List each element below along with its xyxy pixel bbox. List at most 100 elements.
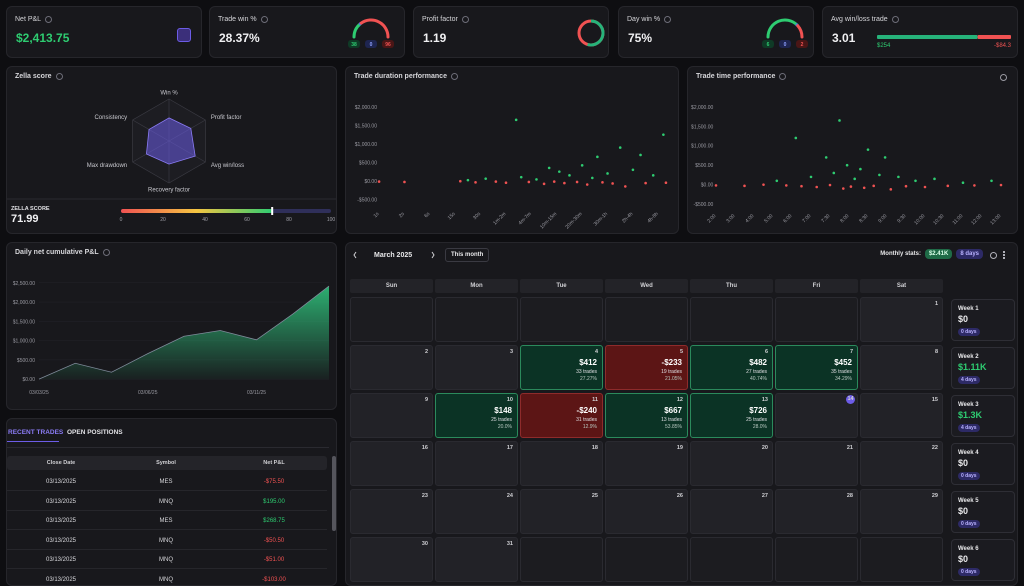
week-label: Week 5 (958, 498, 979, 504)
stats-days: 8 days (956, 249, 983, 259)
x-tick-label: 4:00 (744, 213, 755, 224)
tab[interactable]: OPEN POSITIONS (67, 429, 123, 436)
point (775, 179, 779, 183)
day-cell: 6 $482 27 trades 40.74% (690, 345, 773, 390)
y-tick-label: $500.00 (359, 160, 377, 166)
settings-icon[interactable] (1000, 74, 1007, 81)
point (990, 179, 993, 183)
day-pnl: -$240 (576, 406, 597, 415)
score-value: 71.99 (11, 213, 39, 225)
point (762, 183, 765, 186)
gauge-arc (796, 24, 804, 39)
point (853, 177, 856, 181)
point (644, 181, 647, 185)
point (809, 175, 813, 179)
row-divider (7, 548, 327, 550)
y-tick-label: $1,000.00 (691, 144, 713, 150)
point (815, 185, 818, 189)
cell: MNQ (159, 498, 173, 505)
radar-label: Profit factor (211, 115, 242, 121)
x-tick-label: 30m-1h (593, 211, 609, 227)
x-tick-label: 6:00 (782, 213, 793, 224)
point (714, 184, 718, 187)
day-number: 9 (424, 397, 428, 403)
x-tick-label: 10m-15m (539, 211, 558, 230)
day-number: 15 (931, 397, 938, 403)
calendar-card: March 2025 This month Monthly stats: $2.41K… (345, 242, 1018, 586)
icon[interactable] (177, 28, 191, 42)
day-cell: 17 (435, 441, 518, 486)
x-tick-label: 10:30 (932, 213, 945, 226)
scale-tick-label: 60 (244, 217, 250, 223)
score-label: ZELLA SCORE (11, 206, 50, 212)
y-tick-label: $2,000.00 (691, 105, 713, 111)
tab[interactable]: RECENT TRADES (8, 429, 64, 436)
day-rate: 21.05% (665, 376, 682, 382)
weekday-header: Tue (520, 279, 603, 293)
day-number: 27 (761, 493, 768, 499)
week-value: $1.11K (958, 362, 987, 372)
table-header-bg (7, 456, 327, 470)
day-cell: 2 (350, 345, 433, 390)
point (872, 184, 875, 188)
point (585, 183, 589, 186)
scale-tick-label: 100 (327, 217, 336, 223)
x-tick-label: 03/06/25 (138, 390, 158, 396)
chevron[interactable] (431, 251, 435, 259)
week-label: Week 4 (958, 450, 979, 456)
point (466, 178, 470, 182)
point (785, 184, 788, 187)
weekday-header: Sun (350, 279, 433, 293)
radar-label: Max drawdown (87, 163, 127, 169)
x-tick-label: 10:00 (913, 213, 926, 226)
row-divider (7, 490, 327, 491)
scale-tick-label: 80 (286, 217, 292, 223)
weekday-header: Wed (605, 279, 688, 293)
day-trades: 13 trades (661, 417, 682, 423)
point (845, 163, 849, 167)
info-icon (450, 73, 458, 80)
count-pill (762, 40, 774, 48)
weekday-header: Mon (435, 279, 518, 293)
day-trades: 25 trades (491, 417, 512, 423)
week-label: Week 3 (958, 402, 979, 408)
x-tick-label: 7:30 (820, 213, 831, 224)
day-number: 19 (676, 445, 683, 451)
day-number: 17 (506, 445, 513, 451)
column-header: Close Date (46, 460, 76, 466)
more-icon[interactable] (1003, 251, 1007, 259)
day-number: 1 (934, 301, 938, 307)
day-cell: 29 (860, 489, 943, 534)
x-tick-label: 15s (447, 211, 457, 221)
title-text: Zella score (15, 73, 52, 80)
y-tick-label: $1,000.00 (355, 142, 377, 148)
chevron[interactable] (353, 251, 357, 259)
scale-tick-label: 40 (202, 217, 208, 223)
loss-bar (977, 35, 1011, 39)
point (514, 118, 518, 122)
day-cell: 15 (860, 393, 943, 438)
x-tick-label: 12:00 (970, 213, 983, 226)
point (639, 153, 642, 157)
day-number: 14 (846, 395, 855, 404)
title-text: Day win % (627, 16, 661, 23)
week-summary: Week 3 $1.3K 4 days (951, 395, 1015, 437)
point (662, 133, 665, 136)
day-rate: 12.9% (582, 424, 597, 430)
chart: $254 -$84.3 (877, 35, 1012, 49)
month-title: March 2025 (374, 252, 413, 259)
x-tick-label: 8:30 (858, 213, 869, 224)
stat-value: 75% (628, 31, 653, 45)
week-days: 0 days (958, 520, 980, 528)
y-tick-label: $0.00 (701, 183, 714, 189)
this-month-button[interactable]: This month (445, 248, 490, 262)
day-rate: 20.0% (497, 424, 512, 430)
day-pnl: -$233 (661, 358, 682, 367)
day-trades: 25 trades (746, 417, 767, 423)
day-number: 5 (679, 349, 683, 355)
day-cell (520, 297, 603, 342)
settings-icon[interactable] (990, 252, 997, 259)
point (494, 180, 498, 183)
point (459, 179, 462, 183)
line (38, 285, 330, 380)
